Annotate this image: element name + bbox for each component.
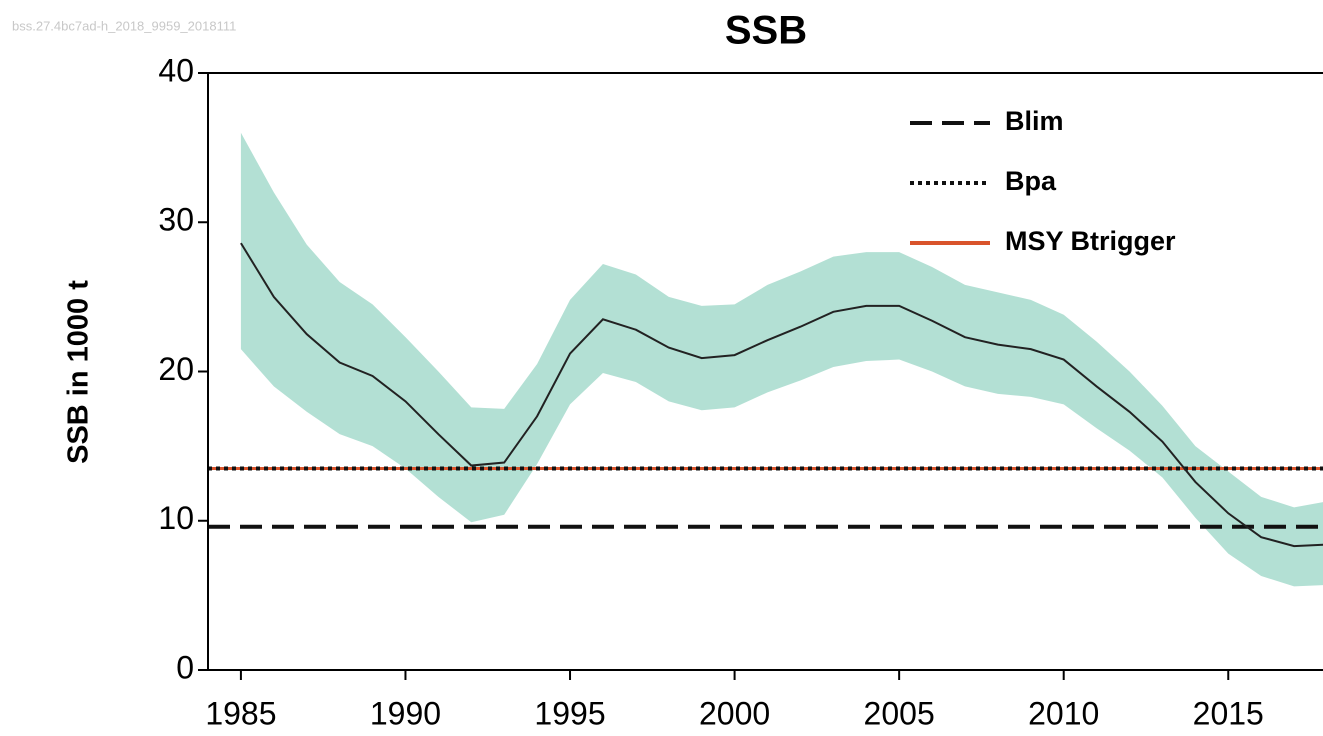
x-tick-label: 2000: [699, 695, 770, 731]
watermark: bss.27.4bc7ad-h_2018_9959_2018111: [12, 18, 236, 33]
y-tick-label: 40: [158, 52, 194, 88]
legend-label: Bpa: [1005, 166, 1057, 196]
chart-title: SSB: [725, 9, 807, 53]
legend-label: MSY Btrigger: [1005, 226, 1176, 256]
x-tick-label: 1990: [370, 695, 441, 731]
y-tick-label: 10: [158, 500, 194, 536]
x-tick-label: 2010: [1028, 695, 1099, 731]
confidence-band: [240, 132, 1323, 587]
x-tick-label: 1985: [205, 695, 276, 731]
x-tick-label: 2015: [1193, 695, 1264, 731]
y-tick-label: 0: [176, 649, 194, 685]
x-tick-label: 2005: [864, 695, 935, 731]
y-axis-label: SSB in 1000 t: [63, 280, 95, 464]
y-tick-label: 30: [158, 202, 194, 238]
legend-label: Blim: [1005, 106, 1064, 136]
x-tick-label: 1995: [534, 695, 605, 731]
ssb-line: [240, 242, 1323, 548]
y-tick-label: 20: [158, 351, 194, 387]
